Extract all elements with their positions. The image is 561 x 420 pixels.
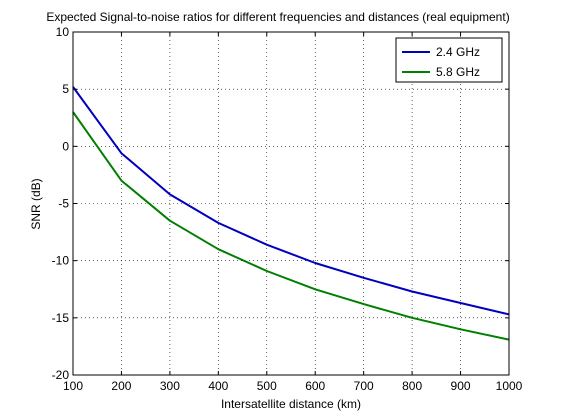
axis-ticks — [72, 31, 510, 376]
x-tick-label: 1000 — [496, 379, 523, 393]
y-tick-labels: -20 -15 -10 -5 0 5 10 — [52, 25, 70, 382]
x-tick-label: 100 — [63, 379, 83, 393]
legend-label-1: 2.4 GHz — [436, 45, 480, 59]
x-tick-label: 700 — [354, 379, 374, 393]
legend: 2.4 GHz 5.8 GHz — [395, 37, 503, 83]
y-tick-label: 10 — [56, 25, 70, 39]
series-layer — [72, 86, 510, 341]
x-tick-labels: 100 200 300 400 500 600 700 800 900 1000 — [63, 379, 523, 393]
x-tick-label: 500 — [257, 379, 277, 393]
series-line-1 — [72, 86, 510, 316]
y-tick-label: -10 — [52, 254, 70, 268]
legend-box — [395, 37, 503, 83]
x-tick-label: 200 — [111, 379, 131, 393]
y-tick-label: 5 — [62, 82, 69, 96]
grid-lines — [73, 32, 509, 375]
y-tick-label: -5 — [58, 197, 69, 211]
plot-area — [73, 32, 509, 375]
y-tick-label: -20 — [52, 368, 70, 382]
x-tick-label: 400 — [208, 379, 228, 393]
x-axis-label: Intersatellite distance (km) — [221, 397, 361, 411]
series-line-2 — [72, 111, 510, 341]
x-tick-label: 900 — [451, 379, 471, 393]
x-tick-label: 600 — [305, 379, 325, 393]
legend-label-2: 5.8 GHz — [436, 65, 480, 79]
x-tick-label: 800 — [402, 379, 422, 393]
x-tick-label: 300 — [160, 379, 180, 393]
y-tick-label: -15 — [52, 311, 70, 325]
chart-title: Expected Signal-to-noise ratios for diff… — [46, 10, 509, 24]
y-tick-label: 0 — [62, 139, 69, 153]
y-axis-label: SNR (dB) — [29, 178, 43, 229]
